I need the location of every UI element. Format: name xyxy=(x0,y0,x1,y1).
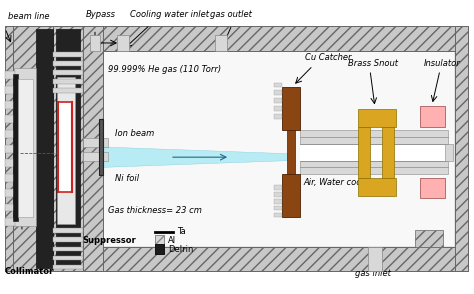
Bar xyxy=(36,29,53,268)
Bar xyxy=(53,26,83,271)
Text: Cooling water inlet: Cooling water inlet xyxy=(130,10,209,19)
Bar xyxy=(83,26,103,271)
Text: gas inlet: gas inlet xyxy=(355,269,391,278)
Bar xyxy=(99,119,103,175)
Text: Delrin: Delrin xyxy=(168,245,193,254)
Bar xyxy=(5,174,15,182)
Bar xyxy=(53,52,83,56)
Bar xyxy=(5,115,15,123)
Bar xyxy=(358,127,370,178)
Bar xyxy=(5,246,468,271)
Bar xyxy=(274,192,282,197)
Bar xyxy=(455,26,468,271)
Text: Bypass: Bypass xyxy=(86,10,116,19)
Bar xyxy=(5,145,15,153)
Text: Gas thickness= 23 cm: Gas thickness= 23 cm xyxy=(108,206,202,215)
Bar xyxy=(53,265,83,269)
Bar xyxy=(274,213,282,217)
Bar xyxy=(13,26,53,271)
Bar xyxy=(300,143,448,161)
Text: Brass Snout: Brass Snout xyxy=(348,59,398,68)
Bar xyxy=(5,101,15,108)
Bar xyxy=(368,246,382,271)
Bar xyxy=(5,130,15,138)
Bar xyxy=(282,174,300,217)
Bar xyxy=(5,159,15,167)
Bar xyxy=(117,35,129,51)
Bar xyxy=(274,199,282,203)
Bar xyxy=(300,161,448,174)
Bar xyxy=(274,98,282,103)
Text: Ion beam: Ion beam xyxy=(115,129,154,138)
Bar xyxy=(53,238,83,242)
Text: Cu Catcher: Cu Catcher xyxy=(305,53,352,62)
Bar xyxy=(5,71,15,79)
Bar xyxy=(18,79,33,217)
Bar xyxy=(155,235,164,245)
Bar xyxy=(282,87,300,130)
Bar xyxy=(103,51,455,246)
Bar xyxy=(83,151,108,161)
Bar xyxy=(14,68,36,226)
Text: Ni foil: Ni foil xyxy=(115,174,139,183)
Bar xyxy=(53,228,83,233)
Bar xyxy=(300,130,448,143)
Bar xyxy=(287,130,295,174)
Text: gas outlet: gas outlet xyxy=(210,10,252,19)
Text: Insulator: Insulator xyxy=(424,59,461,68)
Bar xyxy=(5,26,468,51)
Text: Ta: Ta xyxy=(177,227,186,236)
Bar xyxy=(53,79,83,84)
Bar xyxy=(5,26,13,271)
Bar xyxy=(5,218,15,226)
Bar xyxy=(56,29,80,268)
Bar xyxy=(445,143,453,161)
Bar xyxy=(274,83,282,87)
Bar xyxy=(83,138,108,147)
Bar xyxy=(53,88,83,93)
Bar xyxy=(13,74,18,220)
Bar xyxy=(274,91,282,95)
Bar xyxy=(358,178,396,196)
Bar xyxy=(420,106,445,127)
Bar xyxy=(58,102,72,192)
Text: 99.999% He gas (110 Torr): 99.999% He gas (110 Torr) xyxy=(108,64,221,74)
Text: Collimator: Collimator xyxy=(5,267,54,276)
Bar xyxy=(274,206,282,210)
Text: Air, Water cooling: Air, Water cooling xyxy=(303,178,377,187)
Bar xyxy=(274,114,282,119)
Bar xyxy=(420,178,445,198)
Bar xyxy=(274,106,282,111)
Text: Al: Al xyxy=(168,236,176,245)
Text: R2: R2 xyxy=(43,145,53,154)
Bar xyxy=(57,77,75,224)
Bar xyxy=(5,203,15,211)
Bar xyxy=(90,35,100,51)
Bar xyxy=(5,189,15,197)
Bar xyxy=(53,255,83,260)
Bar xyxy=(155,244,164,254)
Text: Suppressor: Suppressor xyxy=(82,236,136,245)
Bar xyxy=(415,230,443,246)
Bar xyxy=(215,35,227,51)
Bar xyxy=(274,186,282,190)
Bar xyxy=(53,246,83,251)
Bar xyxy=(358,108,396,127)
Bar xyxy=(382,127,394,178)
Text: beam line: beam line xyxy=(8,12,49,21)
Bar xyxy=(53,61,83,66)
Bar xyxy=(5,86,15,94)
Polygon shape xyxy=(103,147,290,167)
Bar xyxy=(53,70,83,75)
Text: R1: R1 xyxy=(11,145,21,154)
